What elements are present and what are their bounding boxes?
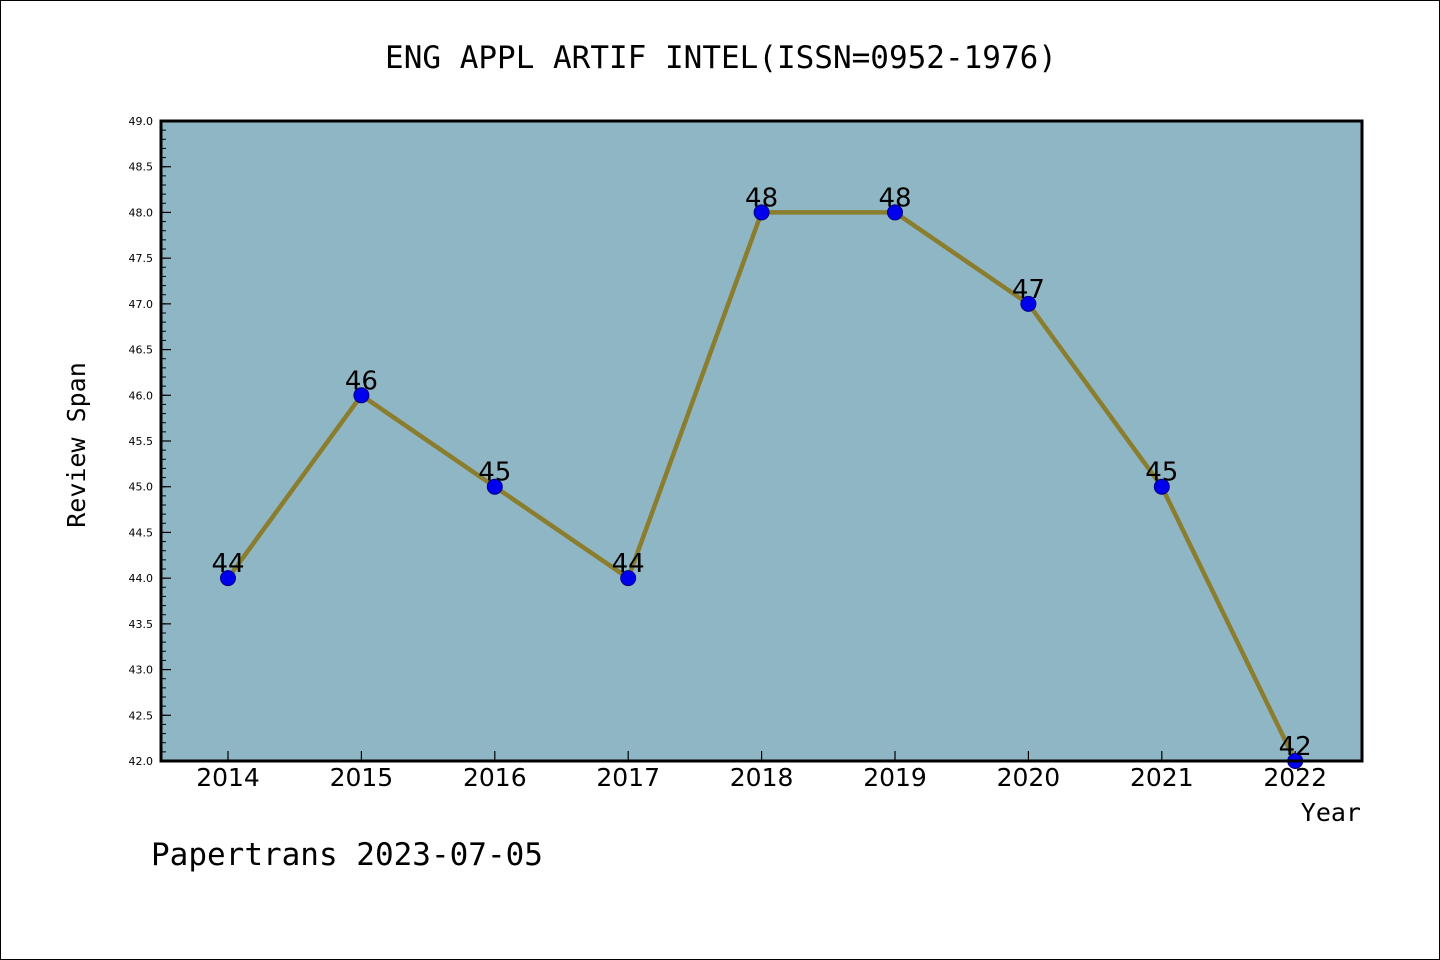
y-tick-label: 46.0 [129,389,154,402]
x-tick-label: 2015 [330,763,394,792]
data-point [753,204,770,221]
data-point [353,387,370,404]
x-axis-label: Year [1301,798,1361,827]
data-label: 47 [1012,275,1045,305]
y-tick-label: 43.5 [129,618,154,631]
data-label: 45 [1145,458,1178,488]
x-tick-label: 2021 [1130,763,1194,792]
data-label: 46 [345,366,378,396]
y-tick-label: 47.0 [129,298,154,311]
data-point [486,478,503,495]
x-tick-label: 2016 [463,763,527,792]
x-tick-label: 2017 [596,763,660,792]
data-label: 45 [478,458,511,488]
data-point [1020,295,1037,312]
data-label: 48 [745,183,778,213]
plot-frame [159,119,1364,763]
y-tick-label: 47.5 [129,252,154,265]
x-tick-labels: 2014 2015 2016 2017 2018 2019 2020 2021 2022 [196,763,1327,792]
y-tick-label: 45.5 [129,435,154,448]
y-tick-label: 43.0 [129,664,154,677]
data-point [220,570,236,587]
plot-area [161,121,1362,761]
y-axis-label: Review Span [62,362,91,528]
y-tick-label: 46.5 [129,344,154,357]
data-label: 44 [612,549,645,579]
data-labels: 44 46 45 44 48 48 47 45 42 [211,183,1311,762]
y-tick-label: 42.0 [129,755,154,768]
data-label: 48 [878,183,911,213]
data-label: 42 [1279,732,1312,762]
y-tick-label: 49.0 [129,115,154,128]
y-tick-label: 45.0 [129,481,154,494]
data-points [220,204,1304,769]
y-tick-labels: 42.0 42.5 43.0 43.5 44.0 44.5 45.0 45.5 46.0 46.5… [129,115,154,768]
y-tick-label: 48.5 [129,161,154,174]
footer-watermark: Papertrans 2023-07-05 [151,837,543,873]
data-point [620,570,637,587]
x-tick-label: 2014 [196,763,260,792]
y-tick-label: 44.5 [129,526,154,539]
data-label: 44 [211,549,244,579]
y-tick-label: 48.0 [129,206,154,219]
chart-title: ENG APPL ARTIF INTEL(ISSN=0952-1976) [385,40,1057,76]
data-point [1153,478,1170,495]
x-tick-label: 2019 [863,763,927,792]
x-tick-label: 2018 [730,763,794,792]
y-tick-label: 42.5 [129,709,154,722]
data-point [887,204,903,221]
y-tick-label: 44.0 [129,572,154,585]
x-tick-label: 2020 [997,763,1061,792]
